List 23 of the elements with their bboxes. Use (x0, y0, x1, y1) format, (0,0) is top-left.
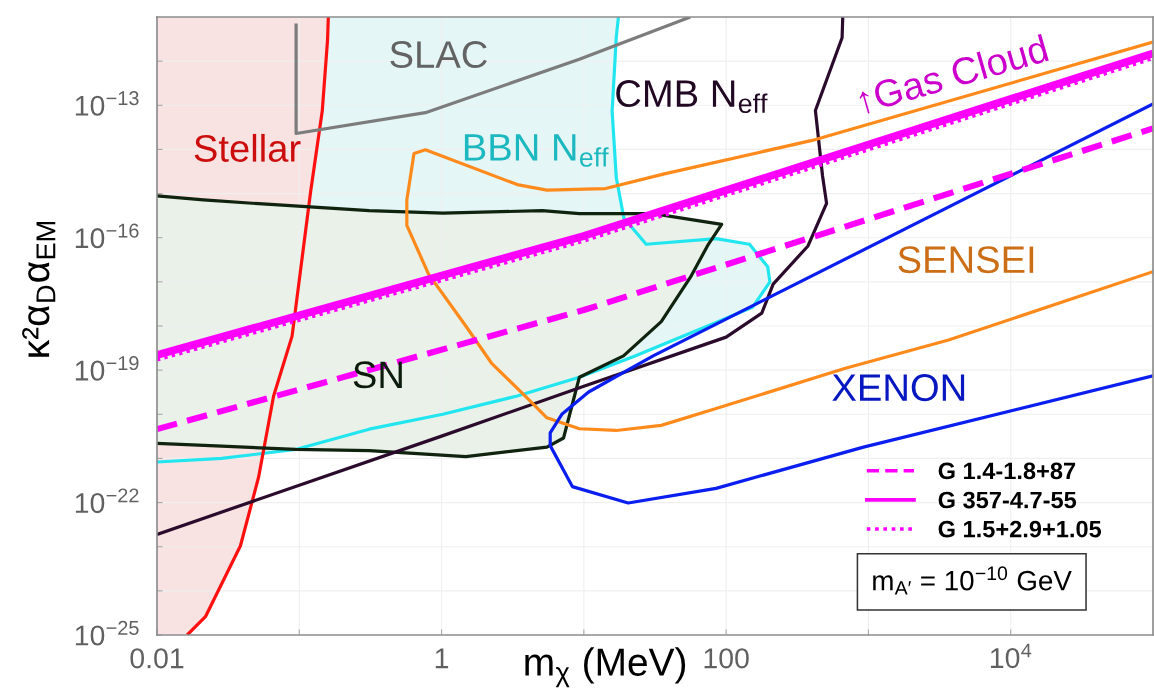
annotation: Stellar (194, 133, 301, 162)
y-tick-label: 10$^{−13}$ (75, 91, 139, 116)
annotation: SN (353, 361, 402, 389)
y-tick-label: 10$^{−16}$ (75, 223, 139, 249)
annotation: XENON (832, 374, 965, 402)
x-axis-title: m$_{χ}$ (MeV) (525, 647, 686, 688)
legend-label: G 1.4-1.8+87 (938, 462, 1076, 480)
x-tick-label: 10$^{4}$ (990, 643, 1032, 669)
legend-label: G 357-4.7-55 (938, 491, 1077, 509)
annotation: ↑Gas Cloud (856, 33, 1050, 115)
annotation: m$_{A′}$ = 10$^{−10}$ GeV (873, 566, 1072, 595)
annotation: BBN N$_{eff}$ (464, 134, 609, 167)
x-tick-label: 0.01 (130, 648, 184, 669)
y-axis-title: κ²α$_{D}$α$_{EM}$ (22, 221, 56, 357)
x-tick-label: 1 (435, 648, 449, 669)
annotation: SLAC (390, 40, 487, 69)
annotation: SENSEI (898, 246, 1034, 274)
y-tick-label: 10$^{−19}$ (75, 355, 139, 381)
legend-label: G 1.5+2.9+1.05 (938, 520, 1102, 538)
x-tick-label: 100 (704, 648, 749, 669)
y-tick-label: 10$^{−25}$ (75, 620, 139, 646)
annotation: CMB N$_{eff}$ (616, 80, 768, 114)
y-tick-label: 10$^{−22}$ (75, 488, 139, 514)
